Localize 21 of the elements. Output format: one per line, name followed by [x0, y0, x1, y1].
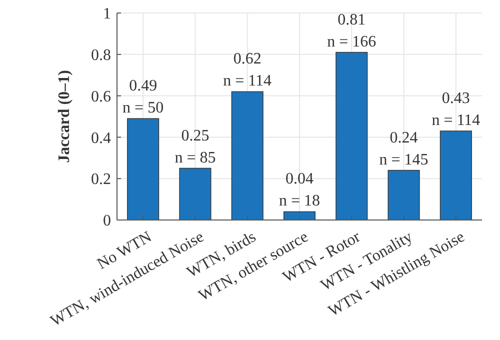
- bar: [231, 91, 264, 220]
- y-tick-label: 0.4: [91, 130, 111, 147]
- data-label: 0.81 n = 166: [327, 11, 376, 50]
- y-tick-label: 0.6: [91, 88, 111, 106]
- y-tick-label: 1: [103, 6, 111, 23]
- y-tick-label: 0.8: [91, 47, 111, 64]
- data-label: 0.25 n = 85: [174, 127, 216, 166]
- y-tick-label: 0: [103, 212, 111, 230]
- data-label: 0.24 n = 145: [379, 129, 428, 168]
- bar: [127, 118, 160, 220]
- data-label: 0.62 n = 114: [223, 50, 272, 90]
- data-label: 0.43 n = 114: [432, 90, 480, 129]
- y-tick-label: 0.2: [91, 171, 111, 188]
- bar: [388, 170, 420, 220]
- bar: [440, 130, 472, 220]
- data-label: 0.49 n = 50: [122, 78, 164, 117]
- y-axis-title: Jaccard (0–1): [56, 70, 73, 163]
- bar: [179, 168, 212, 220]
- data-label: 0.04 n = 18: [278, 170, 320, 210]
- bar: [283, 211, 316, 220]
- bar: [336, 52, 368, 220]
